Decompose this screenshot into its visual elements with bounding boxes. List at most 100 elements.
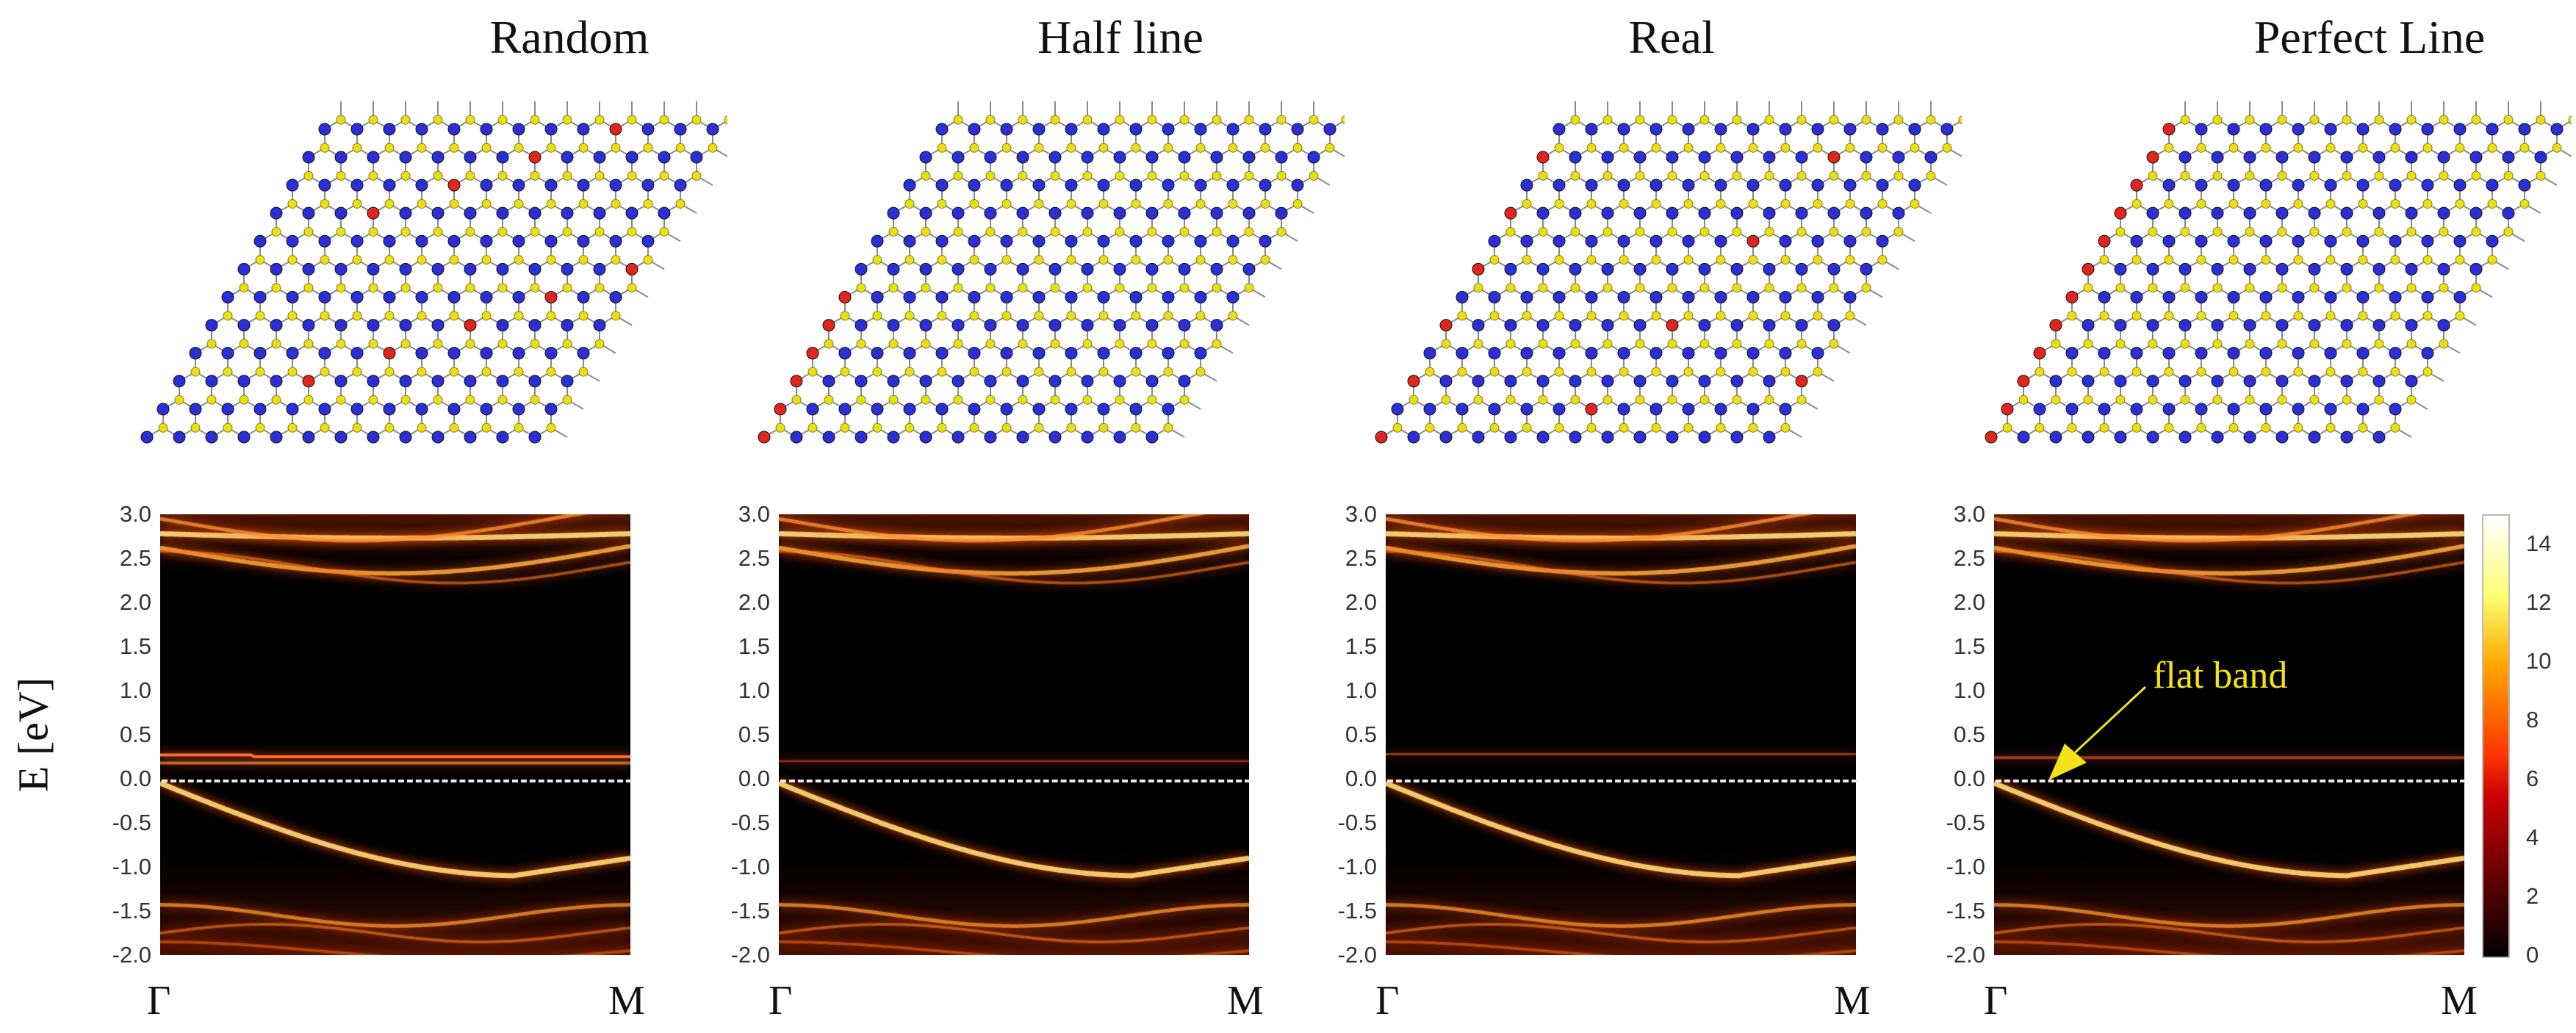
- chalcogen-atom: [400, 115, 411, 125]
- chalcogen-atom: [562, 339, 572, 349]
- chalcogen-atom: [2422, 255, 2433, 265]
- metal-atom: [1520, 179, 1533, 192]
- metal-atom: [2195, 234, 2208, 248]
- metal-atom: [2162, 347, 2176, 360]
- chalcogen-atom: [465, 283, 475, 293]
- metal-atom: [1194, 347, 1207, 360]
- y-tick-label: 0.0: [738, 766, 770, 791]
- chalcogen-atom: [1764, 283, 1774, 293]
- chalcogen-atom: [937, 422, 947, 433]
- metal-atom: [1081, 319, 1094, 332]
- chalcogen-atom: [1893, 115, 1904, 125]
- chalcogen-atom: [1602, 115, 1613, 125]
- chalcogen-atom: [1309, 115, 1319, 125]
- chalcogen-atom: [1651, 367, 1661, 377]
- chalcogen-atom: [497, 227, 508, 237]
- metal-atom: [2259, 403, 2273, 416]
- chalcogen-atom: [2374, 170, 2384, 181]
- chalcogen-atom: [2099, 311, 2109, 321]
- metal-atom: [334, 206, 348, 220]
- metal-atom: [919, 375, 932, 388]
- metal-atom: [2227, 347, 2240, 360]
- chalcogen-atom: [1732, 115, 1742, 125]
- chalcogen-atom: [953, 115, 963, 125]
- chalcogen-atom: [2406, 283, 2417, 293]
- metal-atom: [2162, 403, 2176, 416]
- chalcogen-atom: [953, 395, 963, 405]
- metal-atom: [1633, 319, 1647, 332]
- metal-atom: [528, 206, 542, 220]
- chalcogen-atom: [239, 339, 249, 349]
- metal-atom: [2017, 431, 2030, 444]
- chalcogen-atom: [659, 227, 669, 237]
- y-tick-label: 2.5: [1953, 545, 1985, 571]
- metal-atom: [2324, 179, 2337, 192]
- chalcogen-atom: [791, 395, 802, 405]
- chalcogen-atom: [1505, 339, 1516, 349]
- metal-atom: [1291, 123, 1304, 136]
- chalcogen-atom: [1910, 198, 1920, 209]
- chalcogen-atom: [2131, 198, 2142, 209]
- chalcogen-atom: [2309, 170, 2320, 181]
- defect-atom: [2114, 206, 2127, 220]
- chalcogen-atom: [530, 227, 540, 237]
- metal-atom: [1178, 206, 1191, 220]
- metal-atom: [318, 290, 331, 303]
- metal-atom: [1000, 290, 1013, 303]
- chalcogen-atom: [904, 311, 915, 321]
- y-tick-label: 1.5: [119, 633, 151, 659]
- metal-atom: [1488, 347, 1501, 360]
- metal-atom: [968, 403, 981, 416]
- metal-atom: [1145, 262, 1159, 276]
- metal-atom: [1633, 431, 1647, 444]
- metal-atom: [1407, 431, 1420, 444]
- metal-atom: [951, 151, 965, 164]
- metal-atom: [2227, 179, 2240, 192]
- metal-atom: [951, 319, 965, 332]
- metal-atom: [2372, 262, 2386, 276]
- chalcogen-atom: [1877, 255, 1888, 265]
- defect-atom: [447, 179, 461, 192]
- chalcogen-atom: [287, 311, 298, 321]
- y-axis-label: E [eV]: [9, 677, 57, 793]
- metal-atom: [1763, 319, 1776, 332]
- chalcogen-atom: [1082, 339, 1093, 349]
- chalcogen-atom: [1082, 227, 1093, 237]
- chalcogen-atom: [2487, 143, 2497, 153]
- metal-atom: [1860, 262, 1873, 276]
- chalcogen-atom: [807, 422, 818, 433]
- y-tick-label: 1.0: [119, 677, 151, 703]
- chalcogen-atom: [2519, 143, 2530, 153]
- defect-atom: [806, 347, 819, 360]
- chalcogen-atom: [594, 339, 605, 349]
- chalcogen-atom: [2439, 227, 2449, 237]
- defect-atom: [822, 319, 835, 332]
- metal-atom: [302, 262, 315, 276]
- metal-atom: [2162, 290, 2176, 303]
- metal-atom: [2211, 431, 2224, 444]
- metal-atom: [2098, 403, 2111, 416]
- chalcogen-atom: [2196, 255, 2206, 265]
- metal-atom: [1081, 431, 1094, 444]
- metal-atom: [1536, 206, 1550, 220]
- defect-atom: [2065, 290, 2079, 303]
- chalcogen-atom: [2422, 367, 2433, 377]
- metal-atom: [1763, 151, 1776, 164]
- metal-atom: [2211, 262, 2224, 276]
- chalcogen-atom: [400, 227, 411, 237]
- chalcogen-atom: [856, 339, 866, 349]
- y-tick-label: 0.0: [1345, 766, 1377, 791]
- chalcogen-atom: [1179, 227, 1190, 237]
- defect-atom: [1504, 206, 1517, 220]
- metal-atom: [2130, 234, 2143, 248]
- metal-atom: [2195, 123, 2208, 136]
- metal-atom: [1472, 431, 1485, 444]
- chalcogen-atom: [985, 339, 996, 349]
- metal-atom: [1065, 179, 1078, 192]
- chalcogen-atom: [1212, 339, 1222, 349]
- metal-atom: [1714, 234, 1727, 248]
- metal-atom: [2275, 319, 2289, 332]
- metal-atom: [2308, 262, 2321, 276]
- metal-atom: [2389, 290, 2402, 303]
- chalcogen-atom: [336, 283, 346, 293]
